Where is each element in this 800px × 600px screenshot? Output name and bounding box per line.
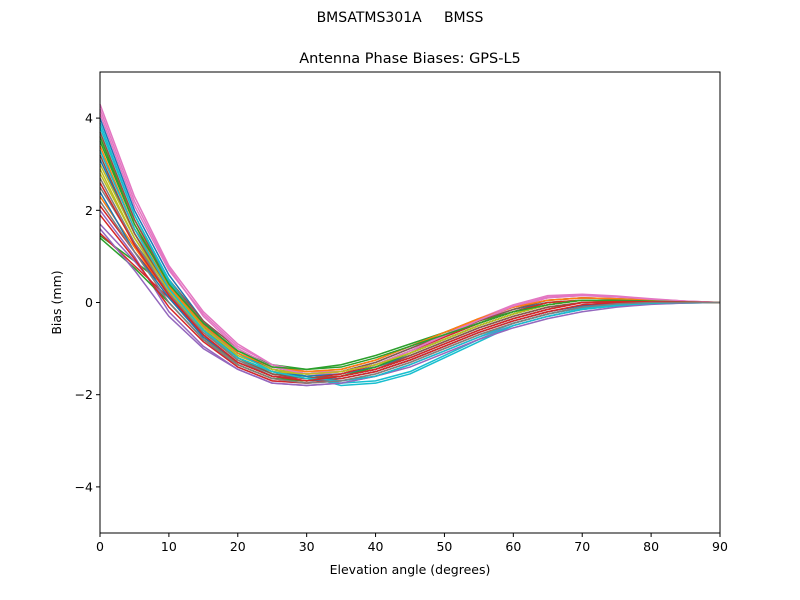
series-line-sv31 xyxy=(99,182,721,382)
x-tick-label: 80 xyxy=(643,539,659,554)
chart-title: Antenna Phase Biases: GPS-L5 xyxy=(299,51,521,67)
series-line-sv22 xyxy=(99,145,721,373)
y-tick-label: 4 xyxy=(85,111,93,126)
series-line-sv24 xyxy=(99,214,720,384)
x-tick-label: 60 xyxy=(505,539,521,554)
x-axis-label: Elevation angle (degrees) xyxy=(330,562,491,577)
y-tick-label: 0 xyxy=(85,295,93,310)
series-line-sv02 xyxy=(99,136,721,380)
y-axis: −4 −2 0 2 4 xyxy=(75,111,100,494)
x-tick-label: 70 xyxy=(574,539,590,554)
x-tick-label: 40 xyxy=(368,539,384,554)
x-axis: 0 10 20 30 40 50 60 70 80 90 xyxy=(96,533,728,554)
series-line-sv16 xyxy=(99,131,721,375)
x-tick-label: 20 xyxy=(230,539,246,554)
y-tick-label: −4 xyxy=(75,479,93,494)
series-layer xyxy=(99,104,721,387)
series-line-sv29 xyxy=(99,150,720,382)
y-axis-label: Bias (mm) xyxy=(49,270,64,334)
x-tick-label: 30 xyxy=(299,539,315,554)
figure-suptitle: BMSATMS301A BMSS xyxy=(316,10,484,26)
series-line-sv30 xyxy=(99,136,721,371)
series-line-sv25 xyxy=(99,228,721,387)
y-tick-label: −2 xyxy=(75,387,93,402)
series-line-sv04 xyxy=(99,205,721,382)
series-line-sv07 xyxy=(99,104,721,375)
series-line-sv28 xyxy=(99,168,721,375)
x-tick-label: 0 xyxy=(96,539,104,554)
series-line-sv08 xyxy=(99,186,720,382)
series-line-sv17 xyxy=(99,113,721,373)
series-line-sv26 xyxy=(99,154,721,380)
x-tick-label: 50 xyxy=(436,539,452,554)
series-line-sv19 xyxy=(99,163,721,375)
y-tick-label: 2 xyxy=(85,203,93,218)
x-tick-label: 90 xyxy=(712,539,728,554)
series-line-sv27 xyxy=(99,108,721,375)
x-tick-label: 10 xyxy=(161,539,177,554)
series-line-sv32 xyxy=(99,200,720,384)
